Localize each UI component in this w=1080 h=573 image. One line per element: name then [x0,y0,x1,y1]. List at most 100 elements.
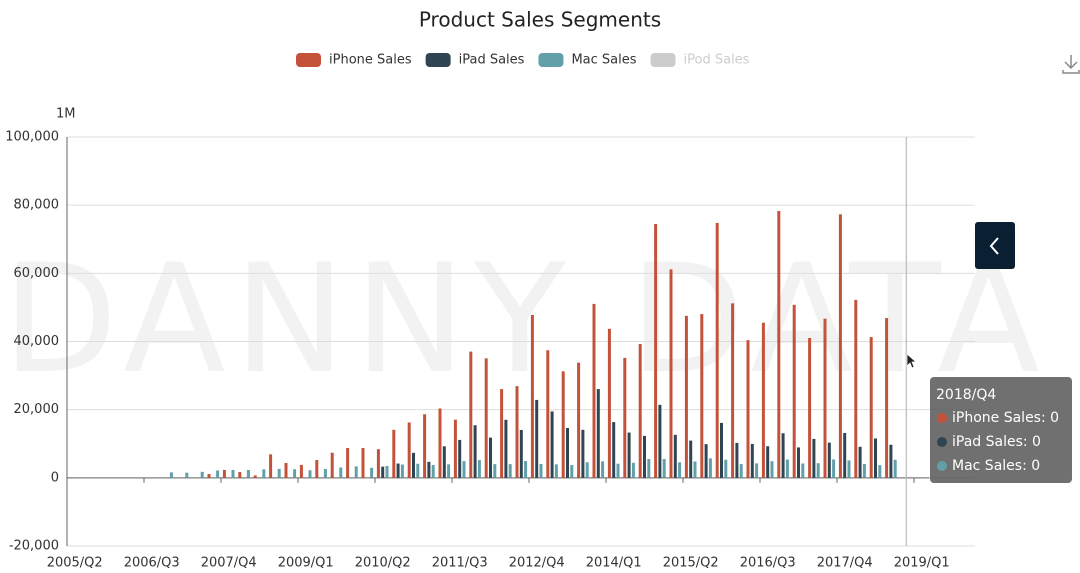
bar [354,466,358,478]
bar [554,464,558,478]
bar [832,459,836,478]
bar [766,446,770,478]
bar [869,337,873,478]
tooltip: 2018/Q4 iPhone Sales: 0 iPad Sales: 0 Mac S… [930,377,1072,483]
bar [708,458,712,478]
bar [530,314,534,478]
x-tick-label: 2019/Q1 [894,556,950,571]
bar [693,461,697,478]
bar [416,463,420,478]
bar [854,299,858,478]
bar [577,362,581,478]
tooltip-dot [937,461,947,471]
download-icon[interactable] [1062,55,1080,74]
bar [581,429,585,478]
legend-swatch [425,53,451,67]
bar [823,318,827,478]
bar [838,214,842,478]
bar [222,469,226,478]
download-glyph [1062,55,1080,74]
y-axis-name: 1M [56,107,76,122]
bar [561,371,565,478]
x-tick-label: 2011/Q3 [432,556,488,571]
bar [785,459,789,478]
bar [262,469,266,478]
bar [200,471,204,478]
tooltip-dot [937,413,947,423]
x-tick-label: 2007/Q4 [201,556,257,571]
button-bg [975,222,1015,269]
bar [477,460,481,478]
y-tick-label: 60,000 [14,266,60,281]
legend-swatch [296,53,321,67]
watermark: DANNY DATA [2,233,1048,407]
legend-swatch [650,53,676,67]
bar [715,222,719,478]
x-tick-label: 2017/Q4 [817,556,873,571]
bar [631,462,635,478]
bar [816,463,820,478]
legend-item[interactable]: Mac Sales [538,53,637,68]
y-tick-label: 100,000 [5,130,59,145]
bar [299,464,303,478]
cursor [906,353,917,369]
x-tick-label: 2006/Q3 [124,556,180,571]
bar [735,442,739,478]
bar [396,463,400,478]
bar [277,468,281,478]
bar [720,422,723,478]
bar [858,446,862,478]
bar [700,314,704,478]
collapse-button[interactable] [975,222,1015,269]
bar [442,446,446,478]
bar [801,463,805,478]
bar [524,461,528,478]
bar [792,304,796,478]
bar [731,303,735,478]
bar [400,464,404,478]
bar [493,464,497,478]
bar [761,322,765,478]
legend-swatch [538,53,564,67]
bar [427,461,431,478]
bar [392,429,396,478]
bar [781,433,785,478]
bar [689,440,693,478]
x-tick-label: 2014/Q1 [586,556,642,571]
bar [658,404,662,478]
legend-label: Mac Sales [571,53,636,68]
bar [169,472,173,478]
bar [678,462,682,478]
bar [669,269,673,478]
bar [638,343,642,478]
bar [662,459,666,478]
bar [874,438,877,478]
bar [458,439,462,478]
bar [438,408,442,478]
legend-item[interactable]: iPhone Sales [296,53,412,68]
bar [216,470,220,478]
bar [566,428,569,478]
bar [423,414,427,478]
bar [519,429,523,478]
x-tick-label: 2016/Q3 [740,556,796,571]
bar [376,449,380,478]
tooltip-title: 2018/Q4 [936,387,996,403]
bar [431,465,435,478]
bar [570,465,574,478]
bar [231,469,235,478]
y-tick-label: -20,000 [9,539,59,554]
legend-item[interactable]: iPad Sales [425,53,525,68]
bar [746,340,750,478]
bar [207,474,211,478]
bar [370,467,374,478]
bar [623,357,627,478]
tooltip-dot [937,437,947,447]
legend-item[interactable]: iPod Sales [650,53,750,68]
bar [607,328,611,478]
legend-label: iPod Sales [684,53,750,68]
bar [381,466,385,478]
bar [323,468,327,478]
x-tick-label: 2015/Q2 [663,556,719,571]
